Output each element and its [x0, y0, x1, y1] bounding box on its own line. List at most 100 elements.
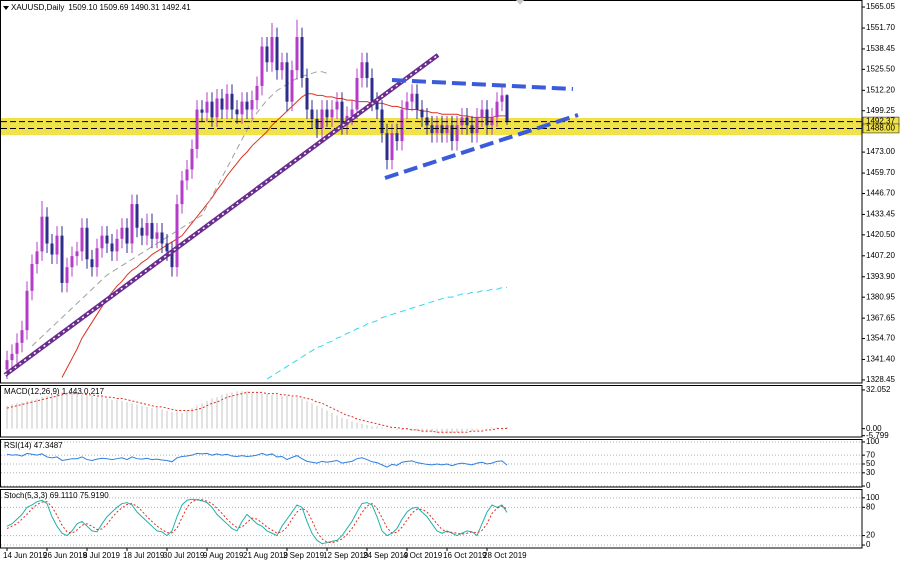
level-label: 1492.37 — [866, 117, 895, 126]
candle-body — [450, 125, 454, 142]
histogram-bar — [16, 403, 18, 429]
candle-body — [140, 227, 144, 236]
candle-body — [220, 98, 224, 110]
histogram-bar — [41, 397, 43, 429]
histogram-bar — [191, 408, 193, 429]
x-tick-label: 28 Oct 2019 — [483, 551, 527, 560]
histogram-bar — [476, 428, 478, 430]
candle-body — [255, 85, 259, 101]
histogram-bar — [171, 411, 173, 429]
histogram-bar — [211, 398, 213, 429]
histogram-bar — [6, 405, 8, 429]
histogram-bar — [371, 426, 373, 429]
candle-body — [440, 125, 444, 134]
y-tick-label: 1538.45 — [866, 44, 895, 53]
histogram-bar — [101, 397, 103, 429]
histogram-bar — [111, 399, 113, 429]
candle-body — [40, 216, 44, 252]
candle-body — [95, 248, 99, 268]
y-tick-label: 1367.65 — [866, 313, 895, 322]
indicator-title: RSI(14) 47.3487 — [4, 441, 63, 450]
candle-body — [205, 101, 209, 113]
histogram-bar — [386, 428, 388, 430]
histogram-bar — [466, 428, 468, 432]
candle-body — [135, 204, 139, 228]
histogram-bar — [126, 402, 128, 429]
candle-body — [225, 93, 229, 110]
y-tick-label: 80 — [866, 502, 875, 511]
candle-body — [65, 267, 69, 283]
histogram-bar — [311, 403, 313, 429]
candle-body — [185, 169, 189, 181]
candle-body — [390, 133, 394, 160]
candle-body — [325, 109, 329, 118]
candle-body — [115, 238, 119, 252]
histogram-bar — [456, 428, 458, 433]
shift-marker — [516, 0, 524, 5]
candle-body — [20, 330, 24, 343]
histogram-bar — [281, 396, 283, 429]
histogram-bar — [426, 428, 428, 433]
candle-body — [260, 46, 264, 86]
y-tick-label: 0 — [866, 540, 871, 549]
candle-body — [15, 342, 19, 354]
header-arrow — [3, 6, 9, 10]
histogram-bar — [36, 398, 38, 429]
candle-body — [25, 290, 29, 331]
candle-body — [5, 360, 9, 370]
histogram-bar — [46, 396, 48, 429]
candle-body — [150, 223, 154, 239]
candle-body — [35, 251, 39, 265]
histogram-bar — [106, 398, 108, 429]
y-tick-label: 1341.40 — [866, 355, 895, 364]
candle-body — [130, 204, 134, 244]
histogram-bar — [71, 392, 73, 429]
candle-body — [250, 100, 254, 110]
histogram-bar — [411, 428, 413, 432]
candle-body — [290, 70, 294, 102]
y-tick-label: 100 — [866, 493, 880, 502]
histogram-bar — [301, 398, 303, 429]
histogram-bar — [86, 396, 88, 429]
histogram-bar — [391, 428, 393, 430]
candle-body — [70, 256, 74, 268]
y-tick-label: 1446.70 — [866, 189, 895, 198]
candle-body — [375, 101, 379, 110]
candle-body — [355, 78, 359, 110]
histogram-bar — [441, 428, 443, 434]
chart-header: XAUUSD,Daily 1509.10 1509.69 1490.31 1492… — [11, 3, 191, 12]
candle-body — [55, 235, 59, 255]
histogram-bar — [461, 428, 463, 433]
candle-body — [285, 62, 289, 102]
y-tick-label: 70 — [866, 450, 875, 459]
x-tick-label: 14 Jun 2019 — [3, 551, 48, 560]
candle-body — [370, 78, 374, 102]
candle-body — [165, 243, 169, 252]
histogram-bar — [231, 392, 233, 429]
x-tick-label: 12 Sep 2019 — [323, 551, 369, 560]
candle-body — [200, 109, 204, 113]
y-tick-label: 32.052 — [866, 385, 891, 394]
candle-body — [400, 109, 404, 142]
series-line — [61, 93, 507, 378]
histogram-bar — [161, 409, 163, 429]
histogram-bar — [481, 428, 483, 430]
histogram-bar — [421, 428, 423, 433]
y-tick-label: 1393.90 — [866, 272, 895, 281]
candle-body — [60, 235, 64, 283]
histogram-bar — [176, 411, 178, 429]
triangle-upper — [391, 78, 574, 91]
candle-body — [455, 125, 459, 142]
histogram-bar — [31, 399, 33, 429]
histogram-bar — [336, 415, 338, 429]
indicator-title: MACD(12,26,9) 1.443 0.217 — [4, 387, 105, 396]
histogram-bar — [66, 392, 68, 429]
candle-body — [120, 227, 124, 239]
histogram-bar — [496, 427, 498, 429]
candle-body — [495, 101, 499, 118]
histogram-bar — [156, 408, 158, 429]
histogram-bar — [266, 393, 268, 429]
y-tick-label: 30 — [866, 468, 875, 477]
level-label: 1488.00 — [866, 124, 895, 133]
